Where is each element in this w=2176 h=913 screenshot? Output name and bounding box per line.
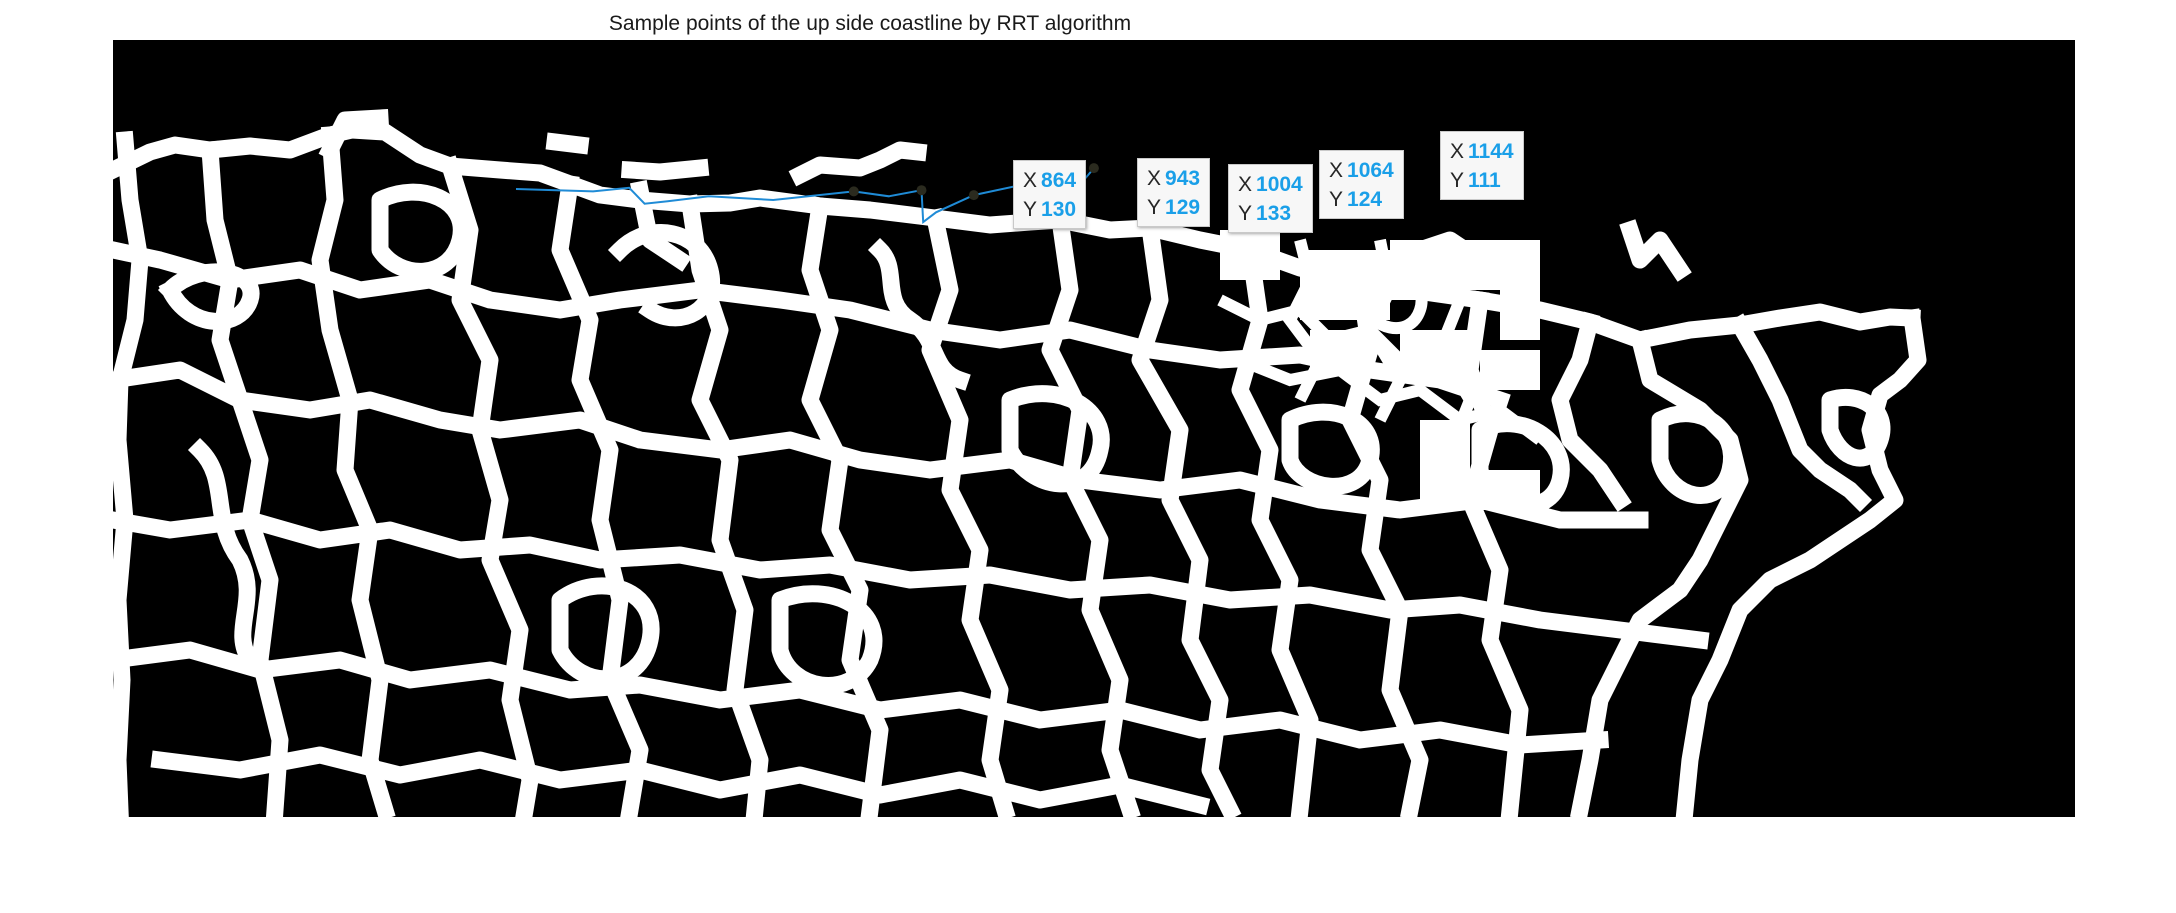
datatip-x-value: 1064 [1347, 159, 1394, 182]
datatip-y-value: 130 [1041, 198, 1077, 221]
datatip-x-value: 1144 [1468, 140, 1514, 163]
datatip-x-label: X [1329, 159, 1344, 182]
datatip-x-value: 943 [1165, 167, 1201, 190]
figure-title: Sample points of the up side coastline b… [608, 12, 1132, 35]
datatip-y-value: 129 [1165, 196, 1201, 219]
datatip-x-label: X [1023, 169, 1038, 192]
urban-cluster-roads [1217, 238, 1544, 453]
datatip-y-value: 133 [1256, 202, 1292, 225]
sample-point-marker[interactable] [968, 190, 979, 201]
sample-point-marker[interactable] [916, 185, 927, 196]
datatip-y-label: Y [1238, 202, 1253, 225]
datatip[interactable]: X 1064 Y 124 [1319, 150, 1404, 219]
datatip-x-value: 1004 [1256, 173, 1303, 196]
sample-point-marker[interactable] [1088, 163, 1099, 174]
datatip[interactable]: X 1144 Y 111 [1440, 131, 1524, 200]
datatip-x-label: X [1238, 173, 1253, 196]
datatip-y-label: Y [1450, 169, 1465, 192]
datatip-x-label: X [1147, 167, 1162, 190]
road-network [101, 109, 1927, 822]
datatip-x-value: 864 [1041, 169, 1077, 192]
datatip-y-value: 111 [1468, 169, 1501, 192]
datatip-y-value: 124 [1347, 188, 1383, 211]
datatip-y-label: Y [1329, 188, 1344, 211]
datatip-x-label: X [1450, 140, 1465, 163]
datatip-y-label: Y [1147, 196, 1162, 219]
datatip[interactable]: X 943 Y 129 [1137, 158, 1211, 227]
datatip[interactable]: X 864 Y 130 [1013, 160, 1087, 229]
datatip[interactable]: X 1004 Y 133 [1228, 164, 1313, 233]
sample-point-marker[interactable] [848, 186, 859, 197]
datatip-y-label: Y [1023, 198, 1038, 221]
